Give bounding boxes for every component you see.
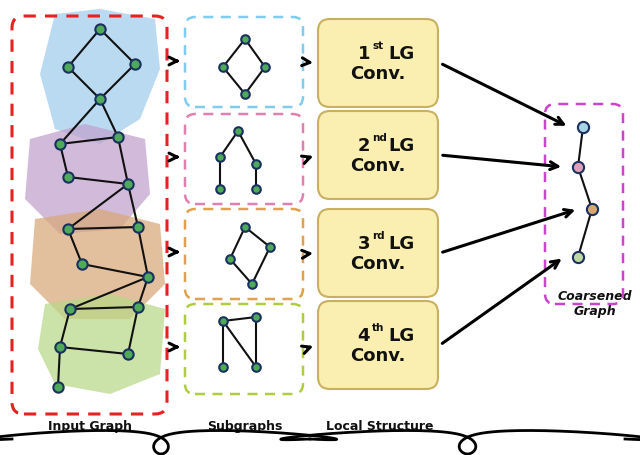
Point [578,124,588,131]
Text: rd: rd [372,231,385,241]
Text: 2: 2 [358,136,370,155]
Point [143,274,153,281]
Text: LG: LG [388,326,414,344]
Point [251,161,261,168]
Text: st: st [372,41,383,51]
Text: Subgraphs: Subgraphs [207,419,283,432]
Point [225,256,235,263]
Point [251,313,261,321]
Point [247,281,257,288]
Point [215,154,225,161]
Text: 3: 3 [358,234,370,253]
Point [63,64,73,71]
Point [240,224,250,231]
Point [55,344,65,351]
FancyBboxPatch shape [318,20,438,108]
FancyBboxPatch shape [318,301,438,389]
Text: Conv.: Conv. [350,157,406,175]
Point [53,384,63,391]
Text: LG: LG [388,136,414,155]
FancyBboxPatch shape [318,210,438,298]
Point [251,364,261,371]
Point [215,186,225,193]
Point [218,64,228,71]
Text: th: th [372,322,385,332]
Point [240,91,250,98]
Point [251,186,261,193]
Text: 1: 1 [358,45,370,63]
Text: Conv.: Conv. [350,65,406,83]
Point [77,261,87,268]
Point [123,351,133,358]
Point [63,226,73,233]
Polygon shape [25,125,150,234]
Point [113,134,123,142]
Point [130,61,140,69]
Point [265,244,275,251]
Text: Local Structure: Local Structure [326,419,434,432]
Point [218,318,228,325]
Point [218,364,228,371]
Text: Conv.: Conv. [350,254,406,273]
FancyBboxPatch shape [318,112,438,200]
Point [123,181,133,188]
Point [65,306,75,313]
Point [573,254,583,261]
Polygon shape [40,10,160,145]
Point [240,36,250,44]
Text: nd: nd [372,133,387,143]
Point [573,164,583,171]
Polygon shape [38,294,165,394]
Point [133,224,143,231]
Point [95,26,105,34]
Text: Coarsened
Graph: Coarsened Graph [557,289,632,317]
Polygon shape [30,210,165,319]
Point [133,303,143,311]
Text: Input Graph: Input Graph [48,419,132,432]
Text: Conv.: Conv. [350,346,406,364]
Point [55,141,65,148]
Point [63,174,73,181]
Text: LG: LG [388,234,414,253]
Point [260,64,270,71]
Point [95,96,105,103]
Point [233,128,243,135]
Point [587,206,597,213]
Text: 4: 4 [358,326,370,344]
Text: LG: LG [388,45,414,63]
